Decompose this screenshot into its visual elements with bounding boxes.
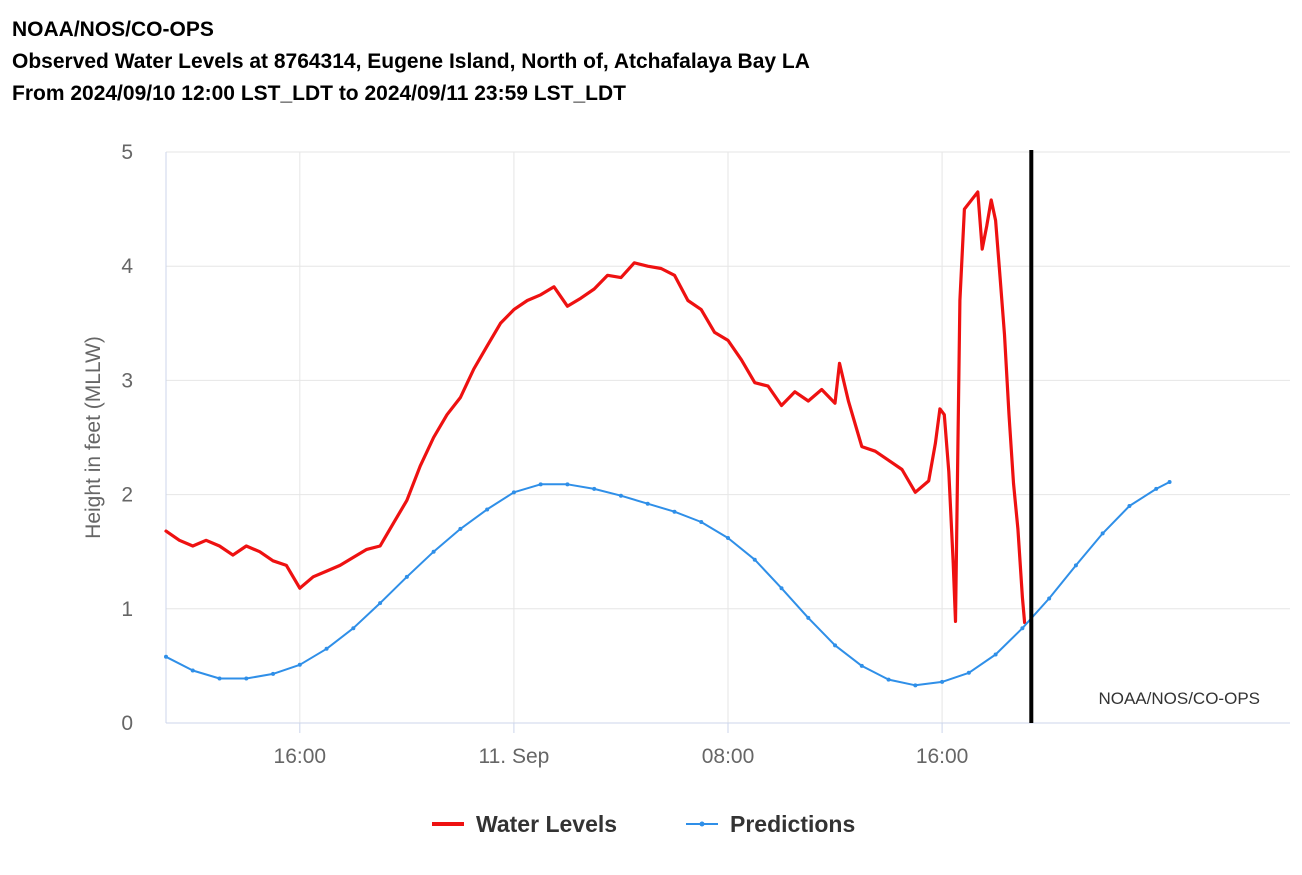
x-tick-label: 16:00 bbox=[274, 745, 327, 768]
prediction-point bbox=[1100, 531, 1105, 536]
prediction-point bbox=[565, 482, 570, 487]
prediction-point bbox=[404, 574, 409, 579]
legend-label-water-levels: Water Levels bbox=[476, 811, 617, 837]
water-levels-series-line bbox=[164, 190, 1027, 625]
prediction-point bbox=[378, 601, 383, 606]
y-tick-label: 0 bbox=[121, 712, 133, 735]
prediction-point bbox=[351, 626, 356, 631]
y-axis-title: Height in feet (MLLW) bbox=[82, 336, 105, 539]
predictions-series-line bbox=[165, 481, 1171, 687]
prediction-point bbox=[833, 643, 838, 648]
prediction-point bbox=[672, 509, 677, 514]
prediction-point bbox=[913, 683, 918, 688]
agency-title: NOAA/NOS/CO-OPS bbox=[12, 18, 214, 41]
prediction-point bbox=[1020, 626, 1025, 631]
prediction-point bbox=[164, 654, 168, 659]
prediction-point bbox=[485, 507, 490, 512]
prediction-point bbox=[324, 646, 329, 651]
prediction-point bbox=[592, 486, 597, 491]
prediction-point bbox=[1047, 596, 1052, 601]
x-tick-label: 08:00 bbox=[702, 745, 755, 768]
x-tick-label: 16:00 bbox=[916, 745, 969, 768]
prediction-point bbox=[779, 586, 784, 591]
prediction-point bbox=[217, 676, 222, 681]
prediction-point bbox=[993, 652, 998, 657]
prediction-point bbox=[244, 676, 249, 681]
station-title: Observed Water Levels at 8764314, Eugene… bbox=[12, 50, 810, 73]
prediction-point bbox=[886, 677, 891, 682]
prediction-point bbox=[618, 493, 623, 498]
y-tick-label: 5 bbox=[121, 141, 133, 164]
prediction-point bbox=[271, 671, 276, 676]
prediction-point bbox=[511, 490, 516, 495]
prediction-point bbox=[699, 520, 704, 525]
prediction-point bbox=[726, 535, 730, 540]
prediction-point bbox=[806, 615, 811, 620]
chart-header: NOAA/NOS/CO-OPS Observed Water Levels at… bbox=[12, 14, 810, 110]
prediction-point bbox=[190, 668, 195, 673]
x-tick-label: 11. Sep bbox=[478, 745, 549, 768]
prediction-point bbox=[752, 557, 757, 562]
date-range-title: From 2024/09/10 12:00 LST_LDT to 2024/09… bbox=[12, 82, 626, 105]
credit-label: NOAA/NOS/CO-OPS bbox=[1098, 689, 1260, 708]
prediction-point bbox=[1154, 486, 1159, 491]
prediction-point bbox=[940, 679, 945, 684]
prediction-point bbox=[1167, 480, 1172, 485]
y-tick-label: 2 bbox=[121, 484, 133, 507]
prediction-point bbox=[1073, 563, 1078, 568]
prediction-point bbox=[297, 662, 302, 667]
legend-label-predictions: Predictions bbox=[730, 811, 855, 837]
y-tick-label: 1 bbox=[121, 598, 133, 621]
prediction-point bbox=[966, 670, 971, 675]
y-tick-label: 3 bbox=[121, 369, 133, 392]
legend-marker-predictions bbox=[699, 821, 705, 827]
prediction-point bbox=[538, 482, 543, 487]
prediction-point bbox=[645, 501, 650, 506]
prediction-point bbox=[431, 549, 436, 554]
prediction-point bbox=[1127, 504, 1132, 509]
y-tick-label: 4 bbox=[121, 255, 133, 278]
prediction-point bbox=[458, 526, 463, 531]
prediction-point bbox=[859, 663, 864, 668]
